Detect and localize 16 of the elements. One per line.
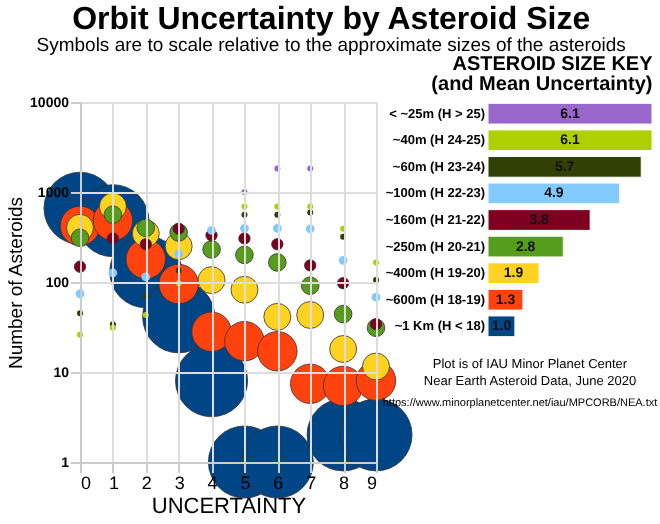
x-tick-label: 7 xyxy=(306,473,317,493)
x-tick-label: 2 xyxy=(141,473,152,493)
chart-subtitle: Symbols are to scale relative to the approximate sizes of the asteroids xyxy=(36,35,627,57)
x-tick-label: 3 xyxy=(174,473,185,493)
x-tick-label: 5 xyxy=(240,473,251,493)
x-tick-label: 4 xyxy=(207,473,218,493)
x-axis-title: UNCERTAINTY xyxy=(151,495,308,519)
y-axis-title: Number of Asteroids xyxy=(6,196,29,370)
x-tick-label: 8 xyxy=(339,473,350,493)
x-tick-label: 6 xyxy=(273,473,284,493)
x-tick-label: 0 xyxy=(81,473,92,493)
chart-title: ASTEROID SIZE KEY xyxy=(452,54,654,76)
x-tick-label: 1 xyxy=(108,473,119,493)
x-tick-label: 9 xyxy=(366,473,377,493)
chart-subtitle: (and Mean Uncertainty) xyxy=(431,74,653,96)
chart-title: Orbit Uncertainty by Asteroid Size xyxy=(72,3,591,37)
